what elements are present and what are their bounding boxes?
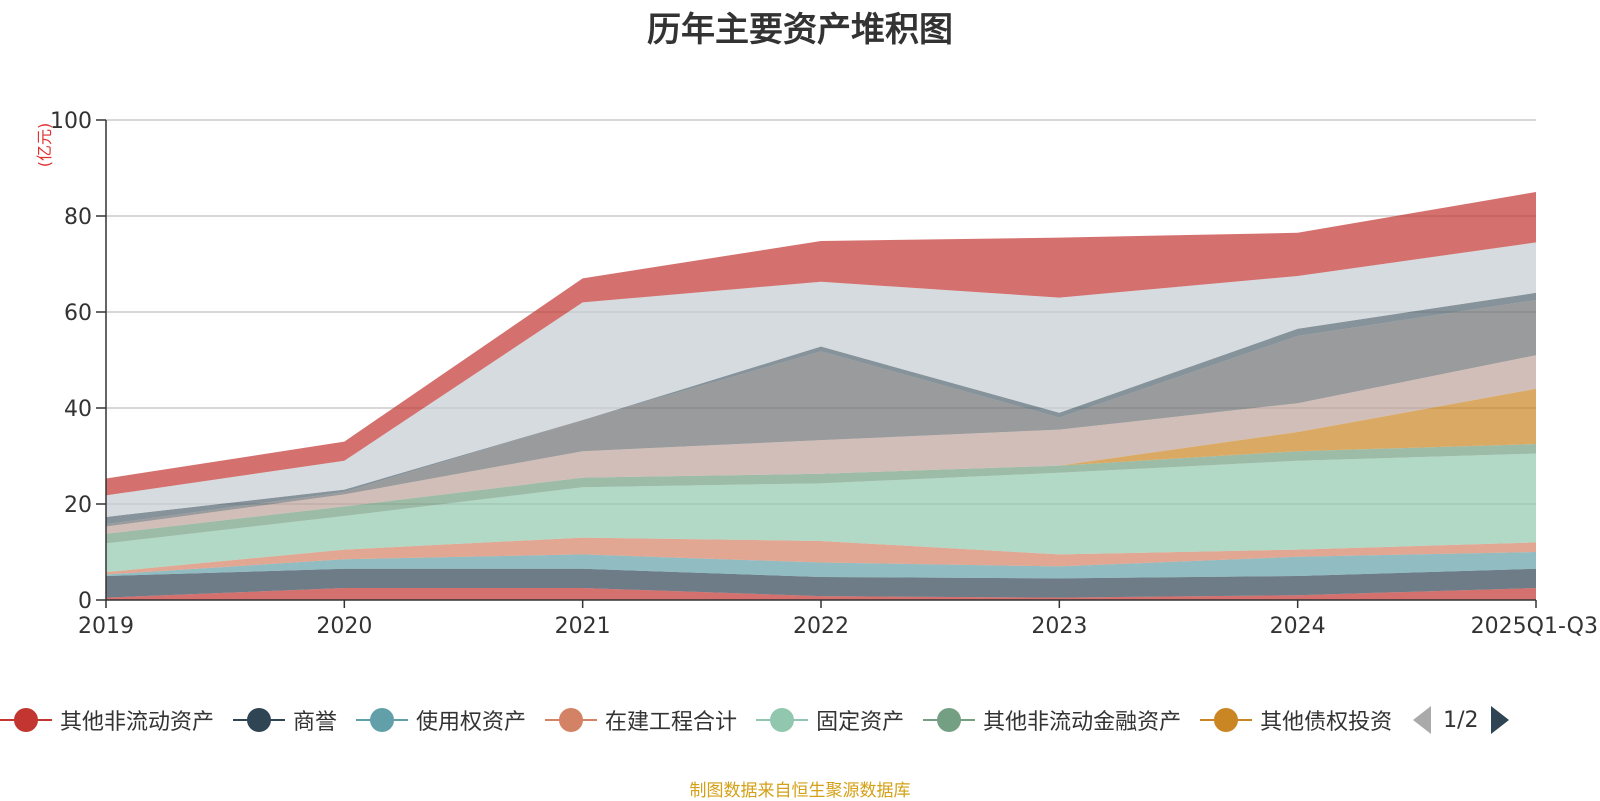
legend-label: 其他非流动资产 xyxy=(60,710,215,735)
area-series[interactable] xyxy=(106,192,1536,496)
legend-label: 在建工程合计 xyxy=(605,710,738,735)
legend-label: 固定资产 xyxy=(816,710,905,735)
legend-item[interactable]: 在建工程合计 xyxy=(545,704,737,736)
area-series[interactable] xyxy=(106,552,1536,579)
legend-item[interactable]: 其他非流动金融资产 xyxy=(923,704,1181,736)
legend-marker-icon xyxy=(1200,707,1253,733)
area-series[interactable] xyxy=(106,292,1536,525)
area-series[interactable] xyxy=(106,355,1536,534)
area-series[interactable] xyxy=(106,444,1536,544)
legend-marker-icon xyxy=(0,707,52,733)
area-series[interactable] xyxy=(106,300,1536,527)
area-series[interactable] xyxy=(106,568,1536,598)
legend-marker-icon xyxy=(233,707,286,733)
x-tick-label: 2021 xyxy=(555,614,611,639)
area-series[interactable] xyxy=(106,588,1536,600)
legend: 其他非流动资产 商誉 使用权资产 在建工程合计 固定资产 其他非流动金融资产 其他债权投资 … xyxy=(0,700,1600,740)
y-tick-label: 80 xyxy=(64,205,92,230)
legend-label: 使用权资产 xyxy=(416,710,527,735)
area-series[interactable] xyxy=(106,242,1536,517)
legend-prev-page-icon[interactable] xyxy=(1413,706,1432,734)
y-tick-label: 20 xyxy=(64,493,92,518)
legend-page-indicator: 1/2 xyxy=(1443,707,1479,733)
legend-label: 商誉 xyxy=(293,710,338,735)
x-tick-label: 2023 xyxy=(1031,614,1087,639)
area-series[interactable] xyxy=(106,537,1536,575)
legend-next-page-icon[interactable] xyxy=(1490,706,1509,734)
y-tick-label: 0 xyxy=(78,589,92,614)
source-note: 制图数据来自恒生聚源数据库 xyxy=(689,781,911,801)
chart-title: 历年主要资产堆积图 xyxy=(647,10,953,50)
legend-item[interactable]: 商誉 xyxy=(233,704,337,736)
x-tick-label: 2024 xyxy=(1270,614,1326,639)
x-tick-label: 2025Q1-Q3 xyxy=(1471,614,1598,639)
legend-item[interactable]: 其他非流动资产 xyxy=(0,704,214,736)
legend-item[interactable]: 其他债权投资 xyxy=(1200,704,1392,736)
series-areas xyxy=(106,192,1536,600)
y-axis-unit-label: (亿元) xyxy=(35,123,54,168)
legend-label: 其他债权投资 xyxy=(1260,710,1393,735)
legend-label: 其他非流动金融资产 xyxy=(983,710,1182,735)
y-tick-label: 40 xyxy=(64,397,92,422)
chart-area: 0 20 40 60 80 100 2019 2020 2021 2022 2023 2024 2025… xyxy=(35,109,1598,639)
legend-item[interactable]: 使用权资产 xyxy=(356,704,526,736)
legend-pager: 1/2 xyxy=(1413,706,1509,734)
x-tick-label: 2020 xyxy=(316,614,372,639)
y-tick-label: 60 xyxy=(64,301,92,326)
x-tick-label: 2019 xyxy=(78,614,134,639)
legend-marker-icon xyxy=(756,707,809,733)
area-series[interactable] xyxy=(106,453,1536,573)
y-tick-label: 100 xyxy=(50,109,92,134)
axes: 0 20 40 60 80 100 2019 2020 2021 2022 2023 2024 2025… xyxy=(50,109,1598,639)
legend-marker-icon xyxy=(923,707,976,733)
x-tick-label: 2022 xyxy=(793,614,849,639)
legend-item[interactable]: 固定资产 xyxy=(756,704,904,736)
legend-marker-icon xyxy=(545,707,598,733)
legend-marker-icon xyxy=(356,707,409,733)
